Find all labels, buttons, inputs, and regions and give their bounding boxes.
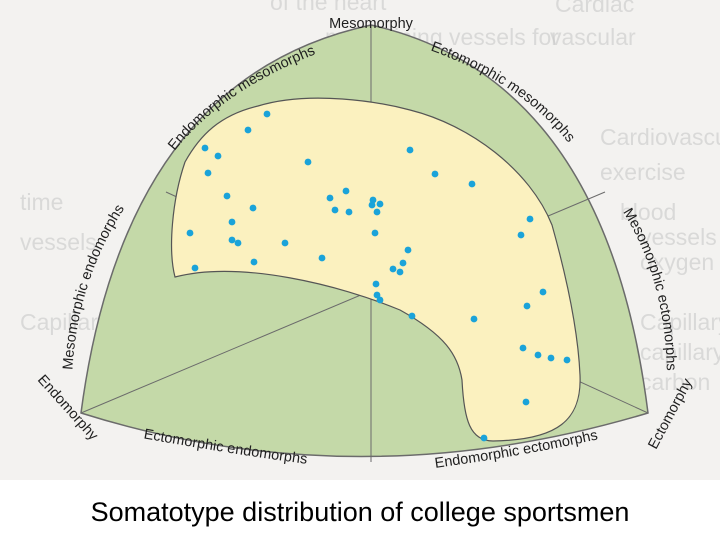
data-point	[371, 229, 379, 237]
svg-text:vessels: vessels	[640, 224, 717, 250]
data-point	[244, 126, 252, 134]
data-point	[331, 206, 339, 214]
data-point	[517, 231, 525, 239]
data-point	[263, 110, 271, 118]
distribution-region	[171, 97, 581, 442]
data-point	[318, 254, 326, 262]
data-point	[523, 302, 531, 310]
data-point	[342, 187, 350, 195]
data-point	[373, 291, 381, 299]
data-point	[281, 239, 289, 247]
data-point	[372, 280, 380, 288]
data-point	[376, 296, 384, 304]
data-point	[522, 398, 530, 406]
svg-text:carbon: carbon	[640, 369, 710, 395]
data-point	[326, 194, 334, 202]
data-point	[191, 264, 199, 272]
data-point	[249, 204, 257, 212]
data-point	[534, 351, 542, 359]
data-point	[408, 312, 416, 320]
svg-text:oxygen: oxygen	[640, 249, 714, 275]
data-point	[345, 208, 353, 216]
mesomorphy-label: Mesomorphy	[329, 16, 414, 32]
svg-text:of the heart: of the heart	[270, 0, 387, 15]
ectomorphy-label: Ectomorphy	[645, 375, 696, 451]
data-point	[250, 258, 258, 266]
data-point	[223, 192, 231, 200]
caption-band	[0, 480, 720, 540]
svg-text:Cardiac: Cardiac	[555, 0, 634, 17]
data-point	[201, 144, 209, 152]
svg-text:Cardiovascular: Cardiovascular	[600, 124, 720, 150]
data-point	[519, 344, 527, 352]
data-point	[480, 434, 488, 442]
data-point	[563, 356, 571, 364]
data-point	[547, 354, 555, 362]
data-point	[214, 152, 222, 160]
data-point	[373, 208, 381, 216]
svg-text:exercise: exercise	[600, 159, 686, 185]
data-point	[228, 236, 236, 244]
data-point	[431, 170, 439, 178]
data-point	[228, 218, 236, 226]
data-point	[389, 265, 397, 273]
data-point	[396, 268, 404, 276]
svg-text:vessels: vessels	[20, 229, 97, 255]
somatochart: Mesomorphy Endomorphic mesomorphs Ectomo…	[34, 16, 696, 472]
data-point	[234, 239, 242, 247]
data-point	[539, 288, 547, 296]
svg-text:time: time	[20, 189, 63, 215]
data-point	[304, 158, 312, 166]
data-point	[470, 315, 478, 323]
svg-text:vascular: vascular	[550, 24, 636, 50]
data-point	[368, 201, 376, 209]
svg-text:Capillary: Capillary	[640, 309, 720, 335]
data-points	[186, 110, 571, 442]
caption: Somatotype distribution of college sport…	[90, 497, 630, 527]
data-point	[468, 180, 476, 188]
data-point	[526, 215, 534, 223]
data-point	[376, 200, 384, 208]
data-point	[399, 259, 407, 267]
data-point	[406, 146, 414, 154]
svg-text:blood: blood	[620, 199, 676, 225]
svg-text:capillary: capillary	[640, 339, 720, 365]
data-point	[204, 169, 212, 177]
data-point	[186, 229, 194, 237]
data-point	[404, 246, 412, 254]
